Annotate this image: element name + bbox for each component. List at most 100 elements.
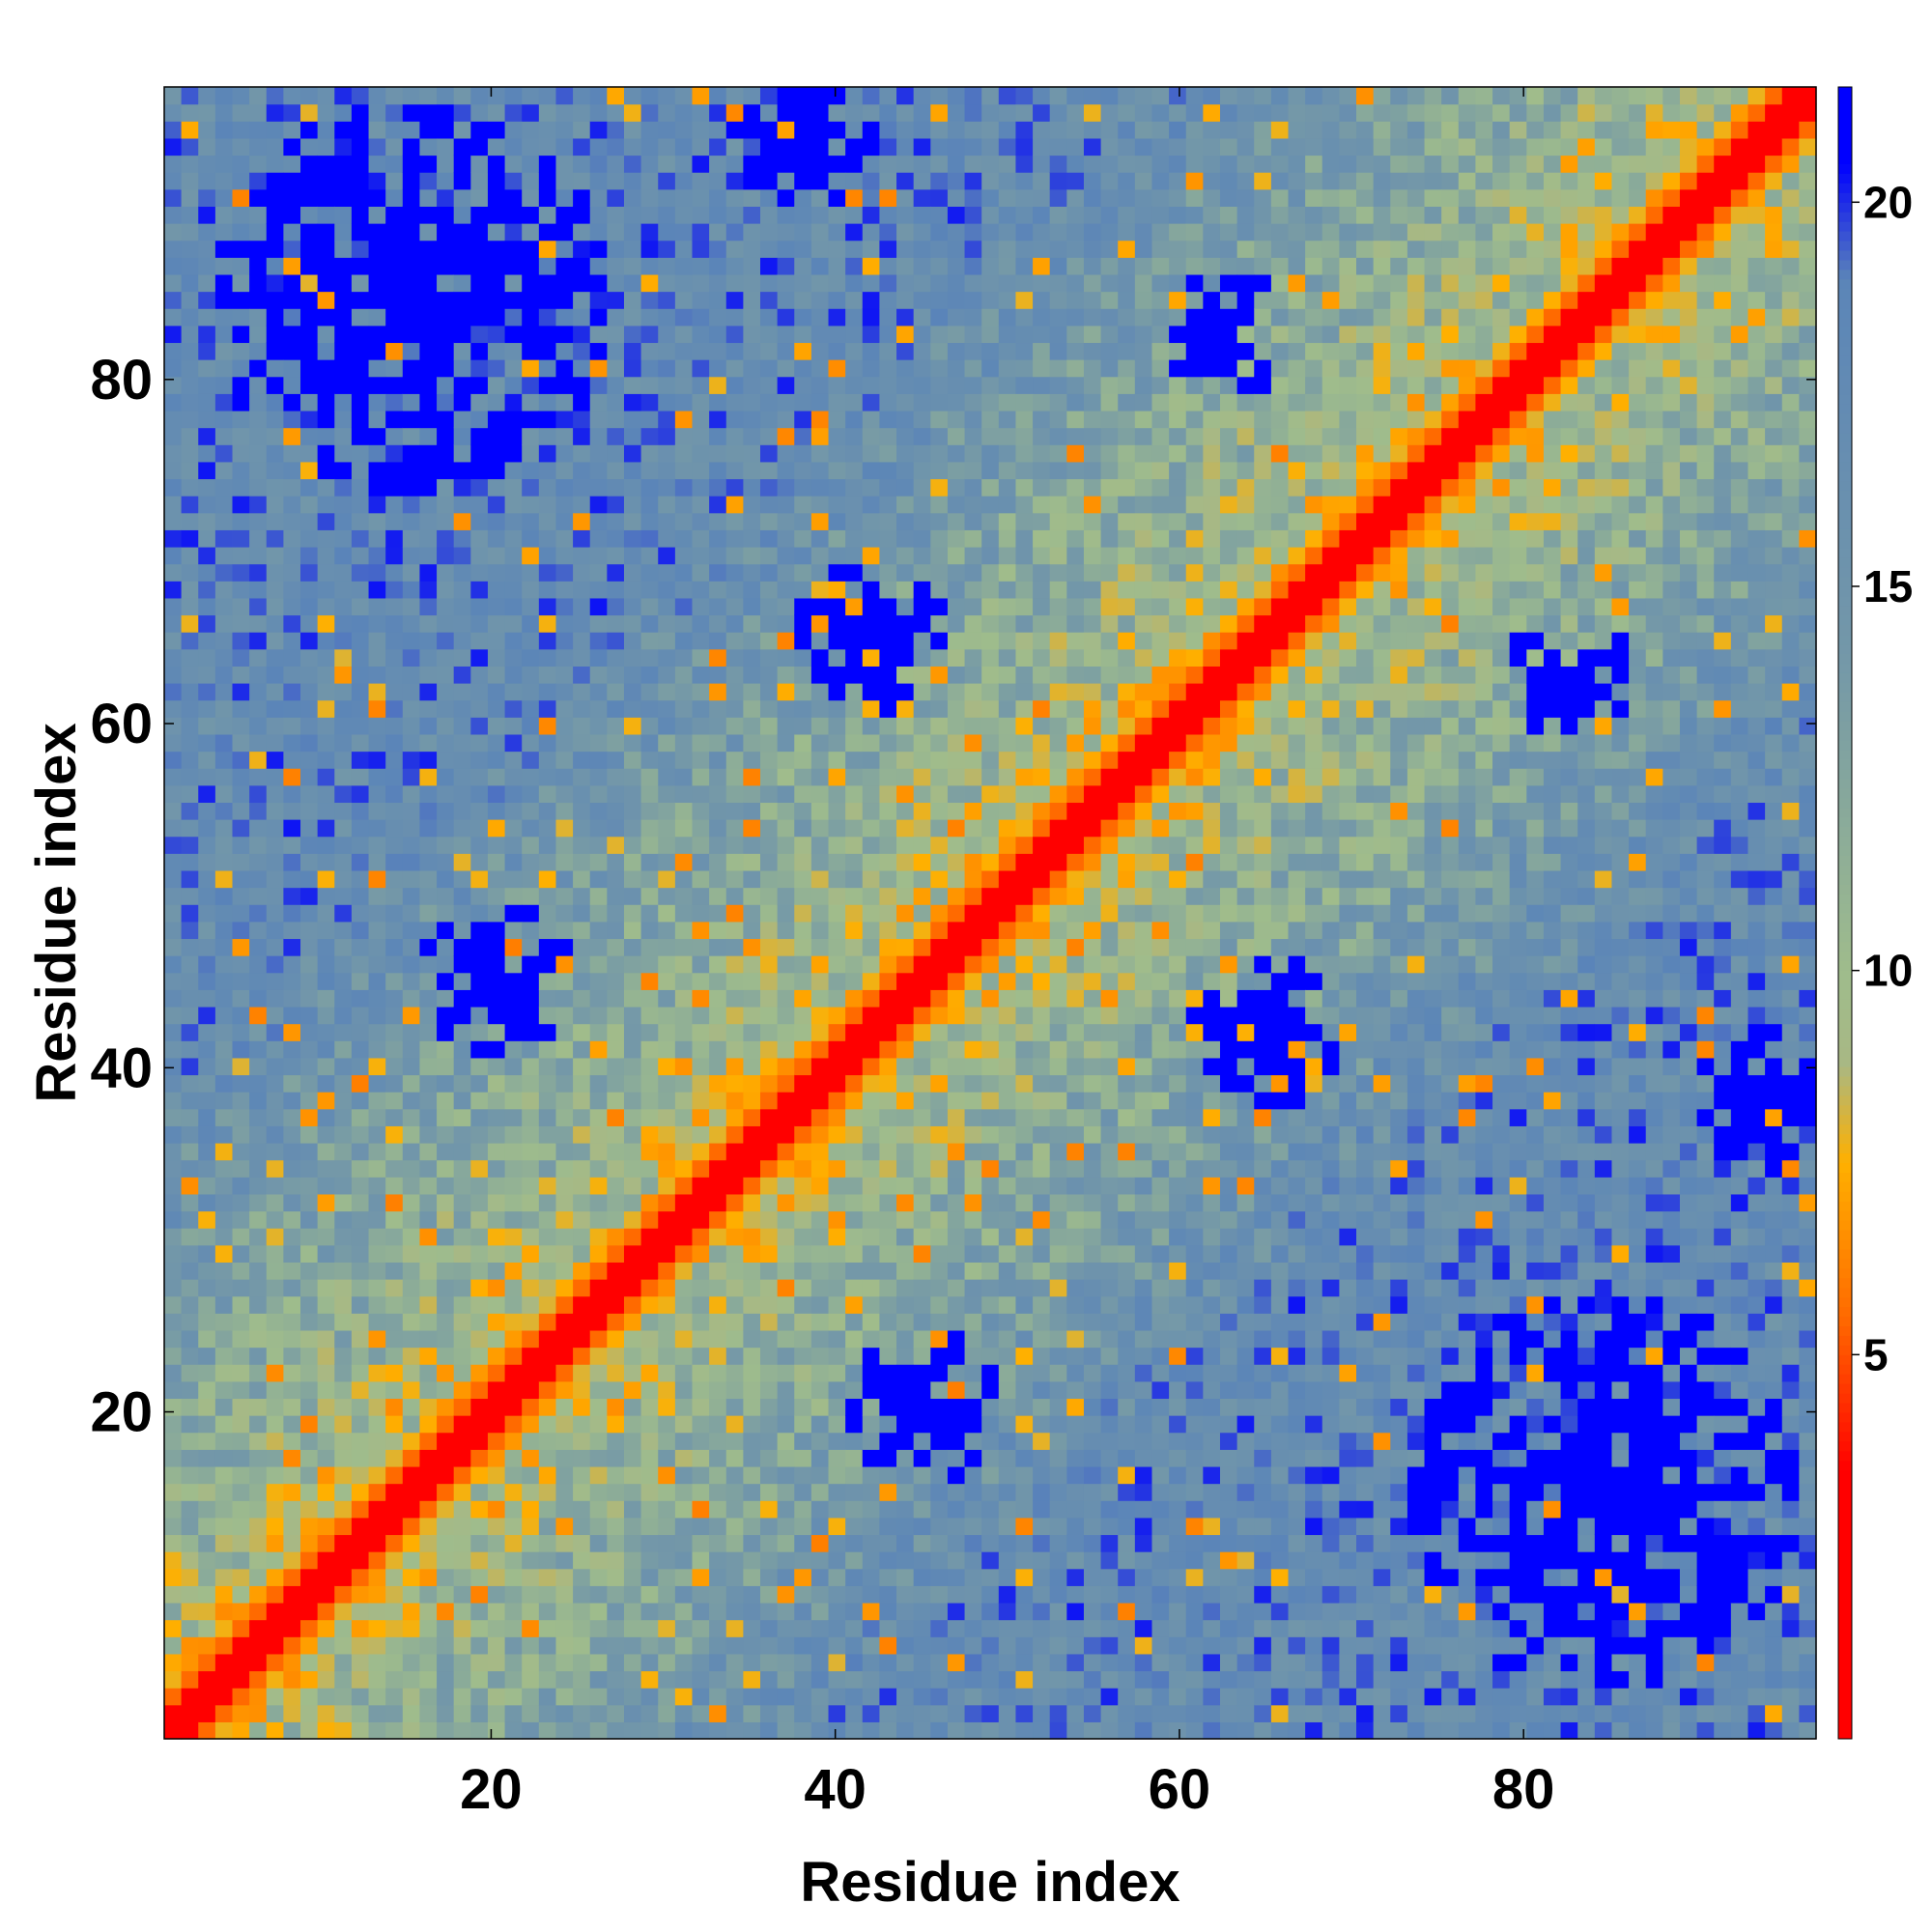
heatmap-cell	[573, 683, 591, 701]
heatmap-cell	[607, 240, 625, 258]
heatmap-cell	[1033, 1228, 1051, 1246]
heatmap-cell	[913, 1364, 931, 1382]
heatmap-cell	[470, 1500, 489, 1519]
heatmap-cell	[623, 427, 642, 445]
heatmap-cell	[470, 1262, 489, 1280]
heatmap-cell	[760, 563, 779, 582]
heatmap-cell	[402, 273, 421, 293]
heatmap-cell	[879, 1483, 897, 1501]
heatmap-cell	[368, 393, 386, 412]
heatmap-cell	[725, 1159, 744, 1178]
heatmap-cell	[692, 240, 710, 258]
heatmap-cell	[487, 802, 506, 820]
heatmap-cell	[283, 1636, 301, 1655]
heatmap-cell	[810, 921, 830, 940]
heatmap-cell	[947, 172, 966, 190]
heatmap-cell	[249, 103, 268, 122]
heatmap-cell	[1033, 1585, 1051, 1604]
heatmap-cell	[828, 1602, 846, 1621]
heatmap-cell	[845, 1108, 864, 1126]
heatmap-cell	[164, 137, 183, 156]
heatmap-cell	[198, 1432, 216, 1450]
heatmap-cell	[300, 223, 319, 242]
heatmap-cell	[232, 1279, 250, 1297]
heatmap-cell	[794, 1568, 812, 1586]
heatmap-cell	[300, 206, 319, 224]
heatmap-cell	[538, 768, 557, 786]
heatmap-cell	[214, 666, 234, 684]
heatmap-cell	[998, 496, 1017, 514]
heatmap-cell	[402, 733, 421, 753]
heatmap-cell	[334, 955, 353, 974]
heatmap-cell	[300, 546, 319, 565]
heatmap-cell	[981, 1534, 1000, 1552]
heatmap-cell	[828, 496, 846, 514]
heatmap-cell	[896, 223, 915, 242]
heatmap-cell	[317, 444, 335, 463]
heatmap-cell	[692, 1057, 710, 1076]
heatmap-cell	[300, 1415, 319, 1434]
heatmap-cell	[334, 921, 353, 940]
heatmap-cell	[725, 359, 744, 378]
heatmap-cell	[351, 393, 370, 412]
heatmap-cell	[964, 529, 982, 548]
heatmap-cell	[828, 1040, 846, 1059]
heatmap-cell	[896, 1125, 915, 1144]
heatmap-cell	[743, 188, 761, 207]
heatmap-cell	[810, 784, 830, 804]
heatmap-cell	[470, 1210, 489, 1229]
heatmap-cell	[623, 1159, 642, 1178]
heatmap-cell	[470, 1329, 489, 1349]
heatmap-cell	[555, 853, 574, 871]
heatmap-cell	[777, 121, 795, 139]
heatmap-cell	[1015, 666, 1034, 684]
heatmap-cell	[522, 989, 540, 1008]
heatmap-cell	[522, 1092, 540, 1110]
heatmap-cell	[317, 768, 335, 786]
heatmap-cell	[981, 188, 1000, 207]
heatmap-cell	[589, 172, 608, 190]
heatmap-cell	[266, 1074, 284, 1093]
heatmap-cell	[777, 955, 795, 974]
heatmap-cell	[504, 581, 523, 599]
heatmap-cell	[334, 273, 353, 293]
heatmap-cell	[300, 1500, 319, 1519]
heatmap-cell	[930, 137, 949, 156]
heatmap-cell	[214, 1483, 234, 1501]
heatmap-cell	[249, 699, 268, 718]
heatmap-cell	[573, 359, 591, 378]
heatmap-cell	[214, 1210, 234, 1229]
heatmap-cell	[674, 444, 694, 463]
heatmap-cell	[573, 410, 591, 429]
heatmap-cell	[589, 938, 608, 956]
heatmap-cell	[810, 325, 830, 344]
heatmap-cell	[266, 172, 284, 190]
heatmap-cell	[368, 836, 386, 854]
heatmap-cell	[589, 614, 608, 633]
heatmap-cell	[1033, 1380, 1051, 1400]
heatmap-cell	[283, 393, 301, 412]
heatmap-cell	[573, 1551, 591, 1570]
heatmap-cell	[573, 155, 591, 173]
heatmap-cell	[368, 1380, 386, 1400]
heatmap-cell	[283, 206, 301, 224]
heatmap-cell	[794, 1449, 812, 1467]
heatmap-cell	[743, 1398, 761, 1416]
heatmap-cell	[419, 563, 438, 582]
heatmap-cell	[522, 1347, 540, 1365]
heatmap-cell	[522, 597, 540, 616]
heatmap-cell	[913, 172, 931, 190]
heatmap-cell	[249, 1398, 268, 1416]
heatmap-cell	[810, 972, 830, 990]
heatmap-cell	[743, 597, 761, 616]
heatmap-cell	[181, 240, 199, 258]
heatmap-cell	[828, 887, 846, 905]
heatmap-cell	[573, 172, 591, 190]
heatmap-cell	[862, 1142, 881, 1161]
heatmap-cell	[589, 1329, 608, 1349]
heatmap-cell	[487, 546, 506, 565]
heatmap-cell	[607, 1619, 625, 1637]
heatmap-cell	[607, 1057, 625, 1076]
heatmap-cell	[828, 1329, 846, 1349]
heatmap-cell	[862, 955, 881, 974]
